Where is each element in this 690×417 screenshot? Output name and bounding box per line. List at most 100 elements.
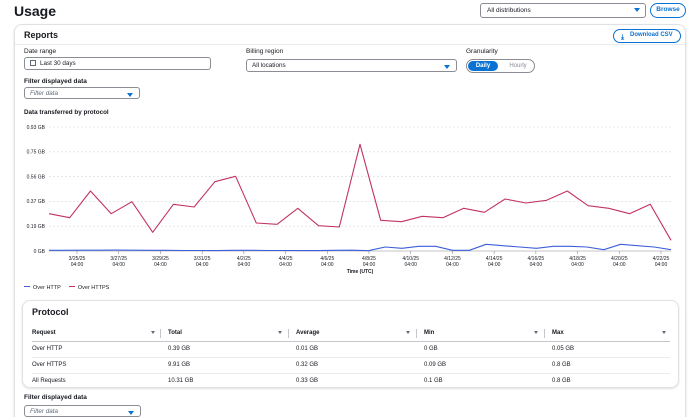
x-axis-title: Time (UTC) [347, 269, 374, 275]
x-tick-label: 4/6/25 [320, 256, 334, 262]
series-line-http[interactable] [49, 243, 672, 252]
bottom-filter-label: Filter displayed data [24, 394, 87, 401]
caret-down-icon [634, 8, 640, 12]
table-cell: 0 GB [424, 346, 438, 352]
protocol-table: Request Total Average Min Max Over HTTP … [32, 326, 670, 390]
download-csv-button[interactable]: ⤓ Download CSV [613, 29, 681, 43]
x-tick-label: 4/10/25 [402, 256, 419, 262]
legend-swatch-https [68, 285, 75, 287]
x-tick-label: 04:00 [655, 262, 668, 268]
x-tick-label: 3/29/25 [152, 256, 169, 262]
x-tick-label: 4/14/25 [486, 256, 503, 262]
column-header-average[interactable]: Average [296, 330, 320, 336]
x-tick-label: 04:00 [321, 262, 334, 268]
table-cell: 0.39 GB [168, 346, 191, 352]
table-header-row: Request Total Average Min Max [32, 326, 670, 342]
column-header-request[interactable]: Request [32, 330, 56, 336]
sort-icon[interactable] [278, 331, 282, 334]
x-tick-label: 4/2/25 [237, 256, 251, 262]
column-header-min[interactable]: Min [424, 330, 435, 336]
x-tick-label: 04:00 [112, 262, 125, 268]
browse-button[interactable]: Browse [650, 3, 686, 18]
table-row: All Requests 10.31 GB 0.33 GB 0.1 GB 0.8… [32, 374, 670, 390]
x-tick-label: 3/25/25 [69, 256, 86, 262]
y-tick-label: 0.93 GB [27, 125, 46, 131]
x-tick-label: 3/31/25 [194, 256, 211, 262]
table-cell: 0.33 GB [296, 378, 319, 384]
download-csv-label: Download CSV [630, 32, 673, 38]
table-cell: 0.8 GB [552, 378, 571, 384]
granularity-hourly-option[interactable]: Hourly [509, 63, 527, 69]
table-cell: Over HTTPS [32, 362, 67, 368]
x-tick-label: 4/18/25 [569, 256, 586, 262]
legend-item-http[interactable]: Over HTTP [24, 285, 61, 291]
x-tick-label: 04:00 [279, 262, 292, 268]
x-tick-label: 04:00 [530, 262, 543, 268]
distribution-select-value: All distributions [487, 7, 531, 14]
column-divider [288, 329, 289, 338]
y-tick-label: 0.75 GB [27, 150, 46, 156]
table-cell: 0.01 GB [296, 346, 319, 352]
x-tick-label: 4/8/25 [362, 256, 376, 262]
table-cell: Over HTTP [32, 346, 63, 352]
x-tick-label: 04:00 [488, 262, 501, 268]
bottom-filter-select[interactable]: Filter data [24, 405, 141, 417]
x-tick-label: 04:00 [613, 262, 626, 268]
bottom-filter-placeholder: Filter data [30, 408, 58, 415]
chart-title: Data transferred by protocol [24, 109, 109, 116]
x-tick-label: 4/16/25 [528, 256, 545, 262]
distribution-select[interactable]: All distributions [480, 3, 646, 18]
x-tick-label: 4/20/25 [611, 256, 628, 262]
billing-region-select[interactable]: All locations [246, 59, 457, 72]
date-range-picker[interactable]: Last 30 days [24, 57, 211, 70]
sort-icon[interactable] [534, 331, 538, 334]
column-divider [544, 329, 545, 338]
series-line-https[interactable] [48, 143, 672, 241]
sort-icon[interactable] [662, 331, 666, 334]
legend-label-https: Over HTTPS [77, 285, 110, 291]
sort-icon[interactable] [406, 331, 410, 334]
legend-item-https[interactable]: Over HTTPS [68, 285, 110, 291]
y-tick-label: 0.19 GB [27, 224, 46, 230]
granularity-label: Granularity [466, 48, 498, 55]
reports-title: Reports [24, 30, 59, 40]
filter-placeholder: Filter data [30, 90, 58, 97]
x-tick-label: 4/12/25 [444, 256, 461, 262]
x-tick-label: 04:00 [363, 262, 376, 268]
filter-label: Filter displayed data [24, 78, 87, 85]
x-tick-label: 04:00 [571, 262, 584, 268]
protocol-title: Protocol [32, 307, 69, 317]
caret-down-icon [444, 65, 450, 69]
x-tick-label: 4/22/25 [653, 256, 670, 262]
x-tick-label: 04:00 [154, 262, 167, 268]
column-header-max[interactable]: Max [552, 330, 564, 336]
date-range-value: Last 30 days [40, 60, 76, 67]
granularity-toggle: Daily Hourly [466, 59, 535, 73]
y-tick-label: 0.56 GB [27, 174, 46, 180]
legend-swatch-http [24, 285, 30, 287]
reports-container: Reports ⤓ Download CSV Date range Last 3… [14, 24, 686, 417]
column-divider [160, 329, 161, 338]
table-cell: 0.8 GB [552, 362, 571, 368]
table-cell: 0.1 GB [424, 378, 443, 384]
x-tick-label: 04:00 [238, 262, 251, 268]
x-tick-label: 04:00 [446, 262, 459, 268]
y-tick-label: 0 GB [34, 249, 46, 255]
table-cell: 0.09 GB [424, 362, 447, 368]
caret-down-icon [128, 411, 134, 415]
table-cell: 9.91 GB [168, 362, 191, 368]
x-tick-label: 04:00 [71, 262, 84, 268]
filter-select[interactable]: Filter data [24, 87, 140, 99]
table-row: Over HTTPS 9.91 GB 0.32 GB 0.09 GB 0.8 G… [32, 358, 670, 374]
calendar-icon [30, 60, 36, 66]
x-tick-label: 04:00 [196, 262, 209, 268]
table-cell: 0.32 GB [296, 362, 319, 368]
table-cell: 0.05 GB [552, 346, 575, 352]
caret-down-icon [127, 93, 133, 97]
granularity-daily-option[interactable]: Daily [468, 61, 498, 71]
sort-icon[interactable] [151, 331, 155, 334]
header-divider [15, 44, 685, 45]
x-tick-label: 3/27/25 [110, 256, 127, 262]
table-row: Over HTTP 0.39 GB 0.01 GB 0 GB 0.05 GB [32, 342, 670, 358]
column-header-total[interactable]: Total [168, 330, 182, 336]
